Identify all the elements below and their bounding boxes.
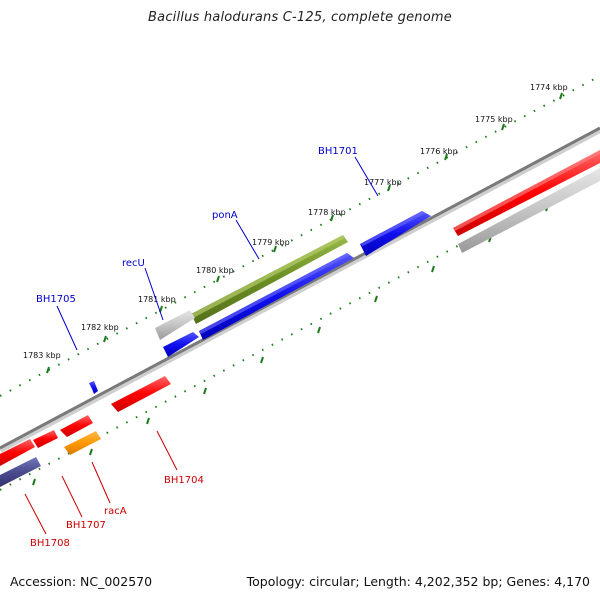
scale-labels: 1774 kbp 1775 kbp 1776 kbp 1777 kbp 1778…: [23, 83, 568, 360]
forward-genes: [89, 211, 431, 394]
gene-bh1707[interactable]: [60, 415, 93, 437]
outer-tick-row: [0, 75, 600, 397]
label-pona: ponA: [212, 210, 238, 221]
scale-label: 1777 kbp: [364, 178, 402, 187]
scale-label: 1780 kbp: [196, 266, 234, 275]
scale-label: 1776 kbp: [420, 147, 458, 156]
scale-label: 1782 kbp: [81, 323, 119, 332]
gene-pona-part[interactable]: [199, 253, 354, 340]
scale-label: 1781 kbp: [138, 295, 176, 304]
backbone: [0, 126, 600, 453]
label-leaders: [24, 156, 379, 535]
gene-bh1701[interactable]: [360, 211, 431, 256]
gene-bh1705[interactable]: [89, 381, 98, 394]
label-bh1708: BH1708: [30, 538, 70, 549]
gene-pona[interactable]: [191, 235, 348, 324]
accession-label: Accession: NC_002570: [10, 574, 153, 589]
reverse-genes: [0, 150, 600, 487]
genome-title: Bacillus halodurans C-125, complete geno…: [148, 10, 452, 25]
scale-label: 1778 kbp: [308, 208, 346, 217]
gene-recu[interactable]: [155, 310, 195, 340]
label-raca: racA: [104, 506, 127, 517]
gene-reverse-upper-right[interactable]: [453, 150, 600, 236]
gene-left-edge-purple[interactable]: [0, 457, 41, 487]
label-bh1707: BH1707: [66, 520, 106, 531]
label-bh1704: BH1704: [164, 475, 204, 486]
scale-label: 1775 kbp: [475, 115, 513, 124]
gene-recu-part[interactable]: [163, 332, 199, 357]
label-recu: recU: [122, 258, 145, 269]
gene-left-edge-red[interactable]: [0, 439, 35, 466]
genome-summary: Topology: circular; Length: 4,202,352 bp…: [246, 574, 590, 589]
label-bh1705: BH1705: [36, 294, 76, 305]
gene-raca[interactable]: [64, 431, 101, 455]
gene-labels: BH1701 ponA recU BH1705 BH1704 racA BH17…: [30, 146, 358, 549]
gene-bh1704[interactable]: [111, 376, 171, 412]
gene-reverse-gray[interactable]: [458, 168, 600, 253]
scale-label: 1779 kbp: [252, 238, 290, 247]
scale-label: 1774 kbp: [530, 83, 568, 92]
label-bh1701: BH1701: [318, 146, 358, 157]
scale-label: 1783 kbp: [23, 351, 61, 360]
gene-bh1708[interactable]: [33, 430, 58, 448]
